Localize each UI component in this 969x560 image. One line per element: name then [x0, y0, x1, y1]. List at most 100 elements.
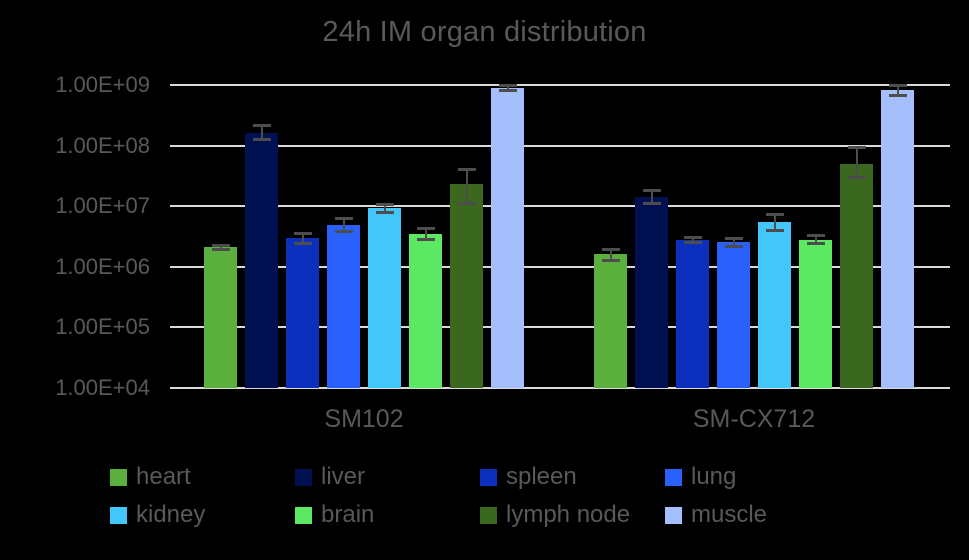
error-cap-lower — [724, 245, 743, 249]
bar-lymph-node-sm-cx712 — [840, 163, 873, 388]
bar-lymph-node-sm102 — [450, 184, 483, 388]
legend-label: heart — [136, 463, 191, 490]
y-tick-label: 1.00E+07 — [55, 193, 150, 219]
gridline — [170, 265, 950, 268]
legend-swatch-icon — [110, 506, 127, 524]
legend-swatch-icon — [295, 506, 312, 524]
error-cap-upper — [375, 202, 394, 206]
gridline — [170, 144, 950, 147]
legend: heart liver spleen lung kidney brain lymph nod… — [110, 458, 920, 534]
error-bar — [301, 233, 304, 244]
bar-muscle-sm-cx712 — [881, 89, 914, 388]
error-cap-lower — [211, 247, 230, 251]
error-bar — [424, 228, 427, 239]
error-bar — [691, 236, 694, 243]
gridline — [170, 387, 950, 389]
bar-brain-sm-cx712 — [799, 239, 832, 388]
bar-lung-sm102 — [327, 224, 360, 388]
legend-swatch-icon — [480, 468, 497, 486]
error-cap-upper — [888, 84, 907, 87]
legend-item-liver[interactable]: liver — [295, 465, 480, 489]
bar-liver-sm-cx712 — [635, 197, 668, 388]
error-cap-lower — [683, 241, 702, 245]
legend-label: brain — [321, 501, 375, 528]
bar-kidney-sm-cx712 — [758, 222, 791, 388]
legend-swatch-icon — [480, 506, 497, 524]
error-cap-lower — [293, 242, 312, 246]
legend-label: spleen — [506, 463, 577, 490]
bar-spleen-sm102 — [286, 238, 319, 388]
error-cap-lower — [642, 201, 661, 205]
legend-item-kidney[interactable]: kidney — [110, 503, 295, 527]
x-category-label-sm-cx712: SM-CX712 — [692, 405, 816, 433]
legend-label: muscle — [691, 501, 768, 528]
bar-brain-sm102 — [409, 233, 442, 388]
legend-swatch-icon — [110, 468, 127, 486]
bar-lung-sm-cx712 — [717, 241, 750, 388]
error-bar — [260, 125, 263, 139]
error-bar — [342, 217, 345, 231]
bar-muscle-sm102 — [491, 87, 524, 388]
error-cap-upper — [847, 145, 866, 149]
error-cap-lower — [457, 201, 476, 205]
bar-liver-sm102 — [245, 133, 278, 388]
error-cap-upper — [457, 168, 476, 172]
legend-item-brain[interactable]: brain — [295, 503, 480, 527]
y-axis: 1.00E+09 1.00E+08 1.00E+07 1.00E+06 1.00E+05… — [0, 72, 160, 400]
error-bar — [896, 85, 899, 96]
x-axis: SM102 SM-CX712 — [170, 405, 950, 439]
error-bar — [650, 190, 653, 203]
y-tick-label: 1.00E+09 — [55, 72, 150, 97]
x-category-label-sm102: SM102 — [324, 405, 404, 433]
legend-swatch-icon — [665, 468, 682, 486]
y-tick-label: 1.00E+05 — [55, 314, 150, 340]
error-cap-lower — [847, 176, 866, 180]
error-bar — [855, 146, 858, 178]
error-bar — [814, 234, 817, 244]
error-cap-lower — [252, 137, 271, 141]
error-cap-upper — [252, 124, 271, 128]
error-cap-lower — [416, 237, 435, 241]
error-cap-upper — [806, 233, 825, 237]
error-cap-upper — [765, 213, 784, 217]
y-tick-label: 1.00E+06 — [55, 253, 150, 279]
legend-item-spleen[interactable]: spleen — [480, 465, 665, 489]
error-bar — [383, 203, 386, 212]
legend-item-heart[interactable]: heart — [110, 465, 295, 489]
error-bar — [732, 237, 735, 247]
error-cap-lower — [806, 242, 825, 246]
gridline — [170, 326, 950, 329]
error-cap-upper — [416, 227, 435, 231]
error-cap-lower — [765, 228, 784, 232]
bar-spleen-sm-cx712 — [676, 239, 709, 388]
error-cap-lower — [498, 89, 517, 93]
legend-item-muscle[interactable]: muscle — [665, 503, 850, 527]
legend-label: lung — [691, 463, 737, 490]
legend-swatch-icon — [665, 506, 682, 524]
legend-label: kidney — [136, 501, 206, 528]
legend-item-lymph-node[interactable]: lymph node — [480, 503, 665, 527]
error-cap-lower — [601, 258, 620, 262]
legend-item-lung[interactable]: lung — [665, 465, 850, 489]
gridline — [170, 84, 950, 86]
bar-heart-sm-cx712 — [594, 254, 627, 388]
error-cap-upper — [498, 84, 517, 87]
error-bar — [609, 248, 612, 260]
error-cap-upper — [211, 244, 230, 248]
error-cap-lower — [888, 94, 907, 98]
error-cap-upper — [293, 232, 312, 236]
legend-label: lymph node — [506, 501, 631, 528]
error-cap-upper — [334, 216, 353, 220]
y-tick-label: 1.00E+04 — [55, 375, 150, 400]
error-cap-upper — [683, 235, 702, 239]
error-bar — [506, 85, 509, 91]
bar-kidney-sm102 — [368, 208, 401, 388]
legend-swatch-icon — [295, 468, 312, 486]
gridline — [170, 205, 950, 208]
plot-area — [170, 84, 950, 389]
error-cap-lower — [334, 229, 353, 233]
error-cap-upper — [724, 236, 743, 240]
legend-label: liver — [321, 463, 366, 490]
error-bar — [773, 214, 776, 230]
bar-heart-sm102 — [204, 247, 237, 388]
